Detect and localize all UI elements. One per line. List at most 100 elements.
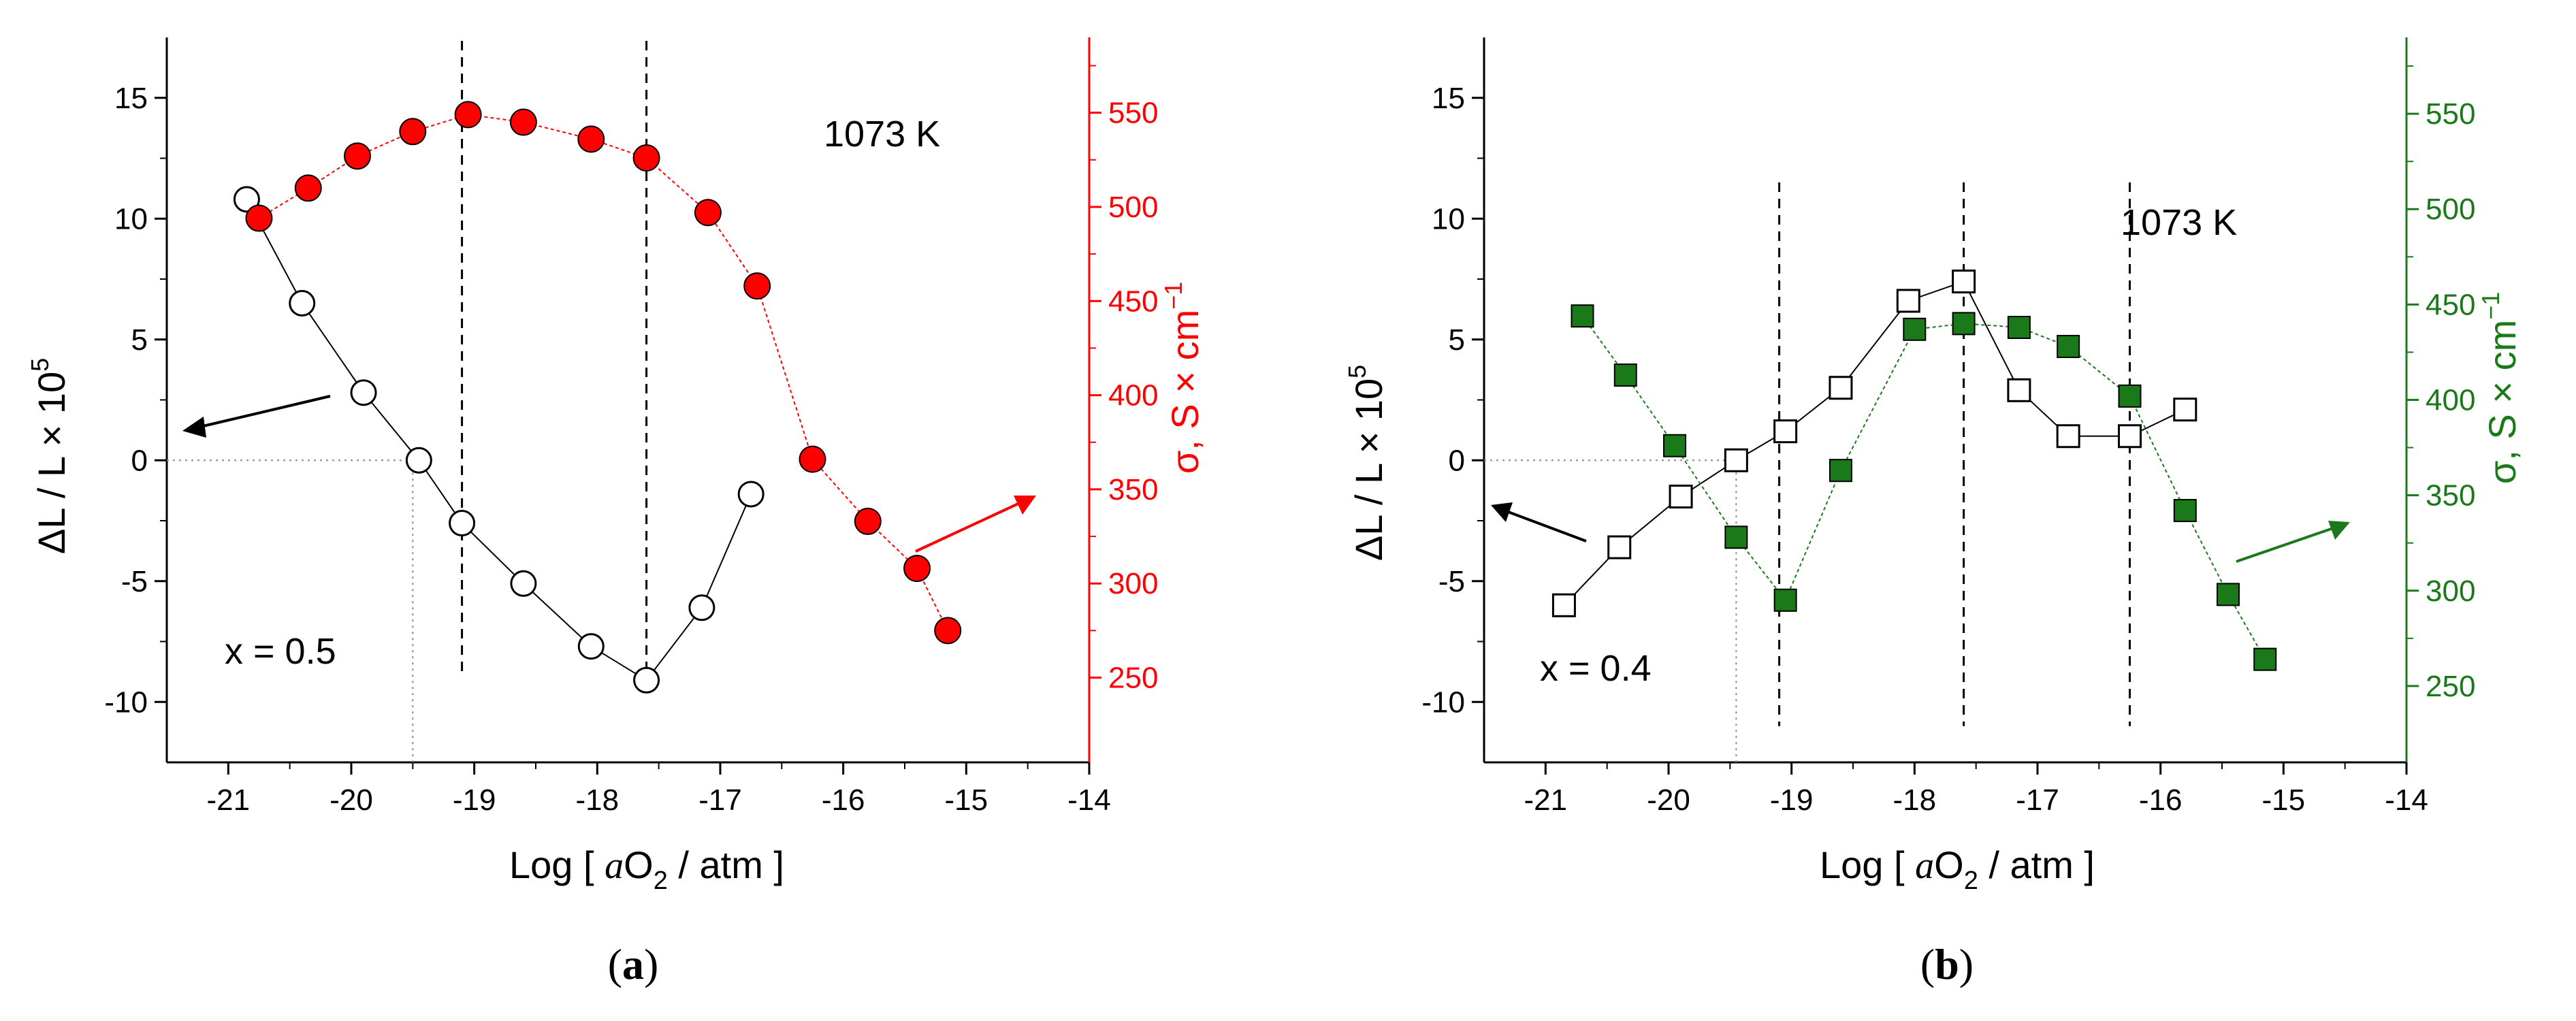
panel-a-series-1-point <box>294 174 322 202</box>
panel-a-left-axis-title: ΔL / L × 105 <box>26 358 73 554</box>
panel-a-right-arrow-head <box>1014 496 1036 515</box>
panel-b-x-tick-label: -18 <box>1893 783 1937 817</box>
panel-a-right-tick-label: 500 <box>1108 191 1158 224</box>
panel-b-series-0-point <box>1773 419 1798 444</box>
panel-a-plot-layer: -21 -20 -19 -18 -17 -16 -15 -14 -10 -5 0 5 10 15 250 30… <box>104 37 1158 817</box>
panel-a-series-0-point <box>405 447 432 474</box>
panel-b-right-tick-label: 550 <box>2426 97 2475 131</box>
panel-b-right-tick-label: 450 <box>2426 288 2475 321</box>
panel-a-series-1-point <box>509 108 537 136</box>
panel-b-left-tick-label: 0 <box>1449 444 1465 477</box>
panel-a-series-1-point <box>903 555 931 583</box>
panel-a-series-1-point <box>454 101 482 129</box>
panel-b-series-1-point <box>2253 647 2277 671</box>
panel-a-x-tick-label: -17 <box>698 783 742 817</box>
panel-a-x-tick-label: -20 <box>329 783 373 817</box>
panel-b-series-1-point <box>2118 384 2142 408</box>
panel-b-right-arrow-head <box>2328 521 2350 540</box>
panel-a-left-tick-label: 15 <box>114 82 148 115</box>
panel-b-series-1-point <box>1773 588 1797 612</box>
panel-b-left-tick-label: -5 <box>1438 565 1465 598</box>
panel-a-series-0-point <box>577 633 605 660</box>
panel-a-composition-label: x = 0.5 <box>225 631 336 672</box>
panel-a-left-arrow-head <box>182 417 206 438</box>
panel-b-series-0-line <box>1563 280 2186 606</box>
panel-b-series-0-point <box>1829 376 1853 400</box>
panel-b-series-1-point <box>1829 459 1852 483</box>
panel-b-temperature-label: 1073 K <box>2121 202 2237 243</box>
panel-a-x-tick-label: -18 <box>576 783 619 817</box>
panel-b-series-0-point <box>1952 270 1976 294</box>
panel-b-label: (b) <box>1920 940 1974 988</box>
panel-a-right-tick-label: 250 <box>1108 662 1158 695</box>
panel-b-left-tick-label: 10 <box>1432 202 1465 236</box>
panel-a-right-tick-label: 400 <box>1108 379 1158 412</box>
panel-b-x-tick-label: -21 <box>1524 783 1568 817</box>
panel-a-series-1-point <box>632 144 660 172</box>
panel-b-right-tick-label: 250 <box>2426 670 2475 703</box>
panel-b-series-0-point <box>1724 448 1748 472</box>
panel-b-right-tick-label: 500 <box>2426 193 2475 226</box>
panel-a-series-0-point <box>350 379 377 406</box>
panel-a-series-1-point <box>854 507 882 535</box>
panel-b-series-0-point <box>1669 485 1693 508</box>
panel-b-x-tick-label: -16 <box>2139 783 2183 817</box>
panel-a-series-1-point <box>577 125 605 153</box>
panel-a-right-tick-label: 550 <box>1108 97 1158 130</box>
panel-a: -21 -20 -19 -18 -17 -16 -15 -14 -10 -5 0 5 10 15 250 30… <box>26 37 1206 988</box>
panel-a-left-tick-label: 10 <box>114 202 148 236</box>
panel-b-series-0-point <box>2056 424 2080 449</box>
panel-a-x-tick-label: -15 <box>945 783 988 817</box>
panel-a-series-0-line <box>246 199 752 681</box>
panel-b-series-0-point <box>2173 398 2197 422</box>
panel-b-right-arrow <box>2236 526 2336 563</box>
panel-b-series-1-point <box>1663 434 1687 457</box>
panel-a-label: (a) <box>608 940 659 988</box>
panel-b-x-tick-label: -14 <box>2385 783 2428 817</box>
panel-a-series-1-point <box>799 445 826 473</box>
panel-a-right-arrow <box>915 501 1022 553</box>
panel-a-x-tick-label: -21 <box>207 783 251 817</box>
panel-b-series-0-point <box>2007 378 2031 402</box>
panel-a-series-1-point <box>399 118 427 146</box>
panel-b-composition-label: x = 0.4 <box>1540 648 1652 689</box>
panel-b-x-tick-label: -20 <box>1647 783 1690 817</box>
panel-b-series-0-point <box>1896 289 1920 313</box>
panel-b-left-arrow <box>1504 509 1587 542</box>
panel-b-x-tick-label: -19 <box>1770 783 1814 817</box>
panel-b-plot-layer: -21 -20 -19 -18 -17 -16 -15 -14 -10 -5 0 5 10 15 250 30… <box>1421 37 2475 817</box>
panel-b-series-1-line <box>1581 315 2266 660</box>
panel-b: -21 -20 -19 -18 -17 -16 -15 -14 -10 -5 0 5 10 15 250 30… <box>1343 37 2524 988</box>
panel-a-temperature-label: 1073 K <box>824 114 940 155</box>
panel-a-x-tick-label: -14 <box>1067 783 1111 817</box>
panel-a-series-1-point <box>743 272 771 300</box>
panel-a-right-axis-title: σ, S × cm−1 <box>1159 282 1206 474</box>
panel-b-right-tick-label: 350 <box>2426 479 2475 513</box>
panel-a-right-tick-label: 450 <box>1108 285 1158 318</box>
panel-b-series-1-point <box>1724 525 1748 549</box>
panel-b-series-1-point <box>1613 363 1637 387</box>
panel-a-series-0-point <box>510 570 537 597</box>
panel-b-right-tick-label: 300 <box>2426 574 2475 608</box>
panel-b-series-0-point <box>2118 424 2142 449</box>
panel-b-x-tick-label: -17 <box>2016 783 2059 817</box>
panel-a-series-1-point <box>344 142 372 170</box>
panel-b-series-1-point <box>2217 583 2240 606</box>
panel-b-left-tick-label: 5 <box>1449 323 1465 357</box>
panel-a-series-0-point <box>737 481 764 508</box>
panel-a-left-tick-label: -5 <box>121 565 148 598</box>
panel-a-series-0-point <box>289 290 316 317</box>
panel-a-series-1-point <box>245 204 273 232</box>
panel-b-x-axis-title: Log [ aO2 / atm ] <box>1820 843 2095 895</box>
panel-a-series-1-point <box>934 617 962 645</box>
panel-b-right-axis-title: σ, S × cm−1 <box>2477 292 2524 485</box>
panel-b-left-arrow-head <box>1491 502 1513 522</box>
panel-a-right-tick-label: 300 <box>1108 567 1158 600</box>
panel-a-left-tick-label: 0 <box>131 444 148 477</box>
panel-a-series-0-point <box>449 510 476 537</box>
panel-b-series-1-point <box>1952 312 1976 336</box>
panel-b-series-1-point <box>1903 317 1927 341</box>
panel-b-left-tick-label: -10 <box>1421 685 1465 719</box>
panel-b-x-tick-label: -15 <box>2262 783 2306 817</box>
